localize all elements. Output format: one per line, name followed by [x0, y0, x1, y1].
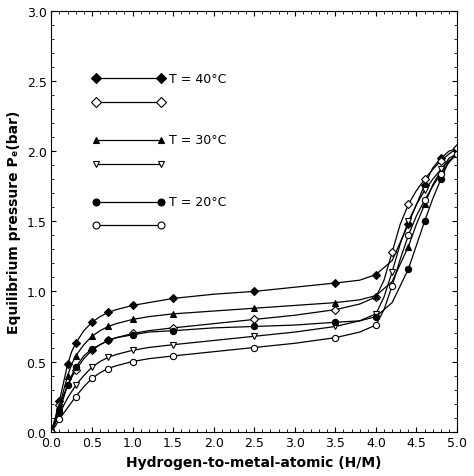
Text: T = 40°C: T = 40°C: [169, 73, 227, 86]
Text: T = 30°C: T = 30°C: [169, 134, 227, 147]
Text: T = 20°C: T = 20°C: [169, 196, 227, 208]
X-axis label: Hydrogen-to-metal-atomic (H/M): Hydrogen-to-metal-atomic (H/M): [127, 455, 382, 469]
Y-axis label: Equilibrium pressure Pₑ(bar): Equilibrium pressure Pₑ(bar): [7, 110, 21, 333]
